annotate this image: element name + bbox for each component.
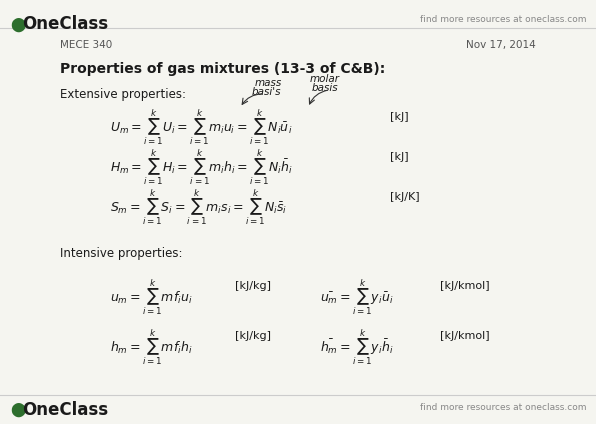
Text: ⬤: ⬤ (10, 403, 26, 417)
Text: OneClass: OneClass (22, 401, 108, 419)
Text: $U_m = \sum_{i=1}^{k} U_i = \sum_{i=1}^{k} m_i u_i = \sum_{i=1}^{k} N_i \bar{u}_: $U_m = \sum_{i=1}^{k} U_i = \sum_{i=1}^{… (110, 108, 293, 148)
Text: Nov 17, 2014: Nov 17, 2014 (466, 40, 536, 50)
Text: $H_m = \sum_{i=1}^{k} H_i = \sum_{i=1}^{k} m_i h_i = \sum_{i=1}^{k} N_i \bar{h}_: $H_m = \sum_{i=1}^{k} H_i = \sum_{i=1}^{… (110, 148, 293, 187)
Text: $\bar{h_m} = \sum_{i=1}^{k} y_i \bar{h}_i$: $\bar{h_m} = \sum_{i=1}^{k} y_i \bar{h}_… (320, 327, 393, 367)
Text: basis: basis (312, 83, 339, 93)
Text: $h_m = \sum_{i=1}^{k} mf_i h_i$: $h_m = \sum_{i=1}^{k} mf_i h_i$ (110, 327, 193, 367)
Text: [kJ/kmol]: [kJ/kmol] (440, 281, 490, 291)
Text: $u_m = \sum_{i=1}^{k} mf_i u_i$: $u_m = \sum_{i=1}^{k} mf_i u_i$ (110, 277, 193, 317)
Text: Extensive properties:: Extensive properties: (60, 88, 186, 101)
Text: $S_m = \sum_{i=1}^{k} S_i = \sum_{i=1}^{k} m_i s_i = \sum_{i=1}^{k} N_i \bar{s}_: $S_m = \sum_{i=1}^{k} S_i = \sum_{i=1}^{… (110, 187, 287, 227)
Text: [kJ/kmol]: [kJ/kmol] (440, 331, 490, 341)
Text: basi's: basi's (252, 87, 281, 97)
Text: molar: molar (310, 74, 340, 84)
Text: find more resources at oneclass.com: find more resources at oneclass.com (420, 403, 586, 412)
Text: $\bar{u_m} = \sum_{i=1}^{k} y_i \bar{u}_i$: $\bar{u_m} = \sum_{i=1}^{k} y_i \bar{u}_… (320, 277, 393, 317)
Text: OneClass: OneClass (22, 15, 108, 33)
Text: [kJ/kg]: [kJ/kg] (235, 281, 271, 291)
Text: [kJ]: [kJ] (390, 152, 409, 162)
Text: [kJ/K]: [kJ/K] (390, 192, 420, 201)
Text: MECE 340: MECE 340 (60, 40, 112, 50)
Text: mass: mass (255, 78, 283, 88)
Text: [kJ]: [kJ] (390, 112, 409, 122)
Text: Intensive properties:: Intensive properties: (60, 247, 182, 260)
Text: Properties of gas mixtures (13-3 of C&B):: Properties of gas mixtures (13-3 of C&B)… (60, 62, 385, 76)
Text: find more resources at oneclass.com: find more resources at oneclass.com (420, 15, 586, 24)
Text: [kJ/kg]: [kJ/kg] (235, 331, 271, 341)
Text: ⬤: ⬤ (10, 18, 26, 32)
